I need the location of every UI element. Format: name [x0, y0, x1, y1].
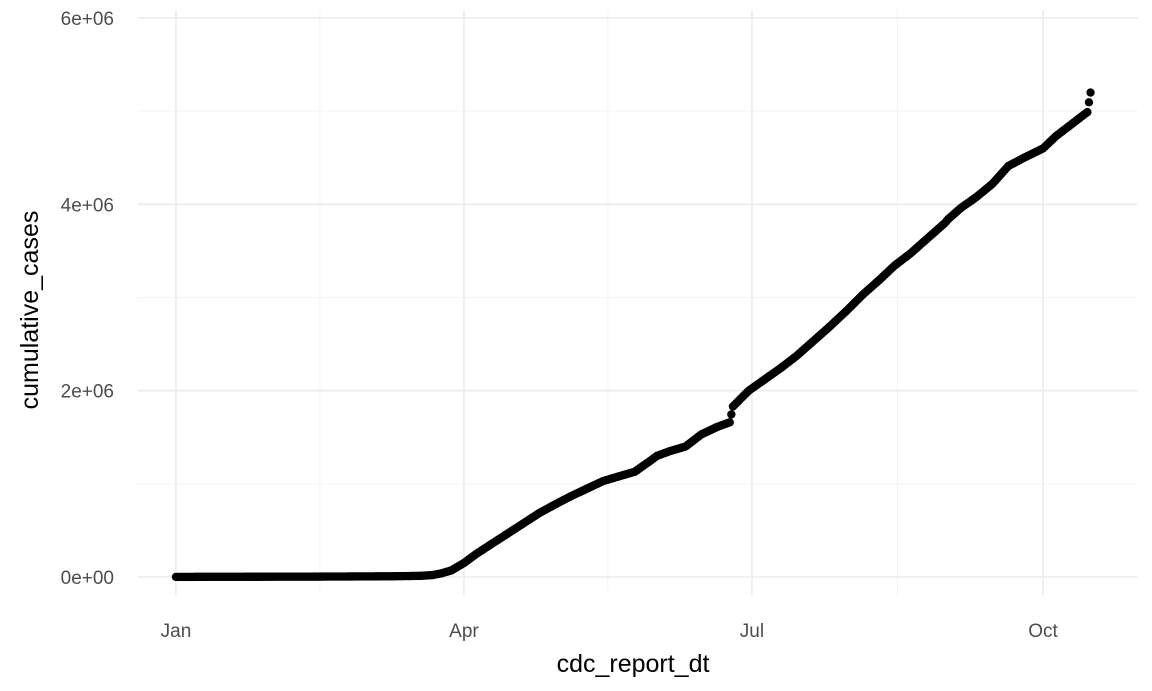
major-gridlines — [138, 10, 1138, 595]
x-tick-labels: Jan Apr Jul Oct — [161, 621, 1059, 642]
y-tick-label: 2e+06 — [61, 382, 114, 403]
y-tick-label: 4e+06 — [61, 195, 114, 216]
data-point — [727, 410, 736, 419]
data-point — [725, 418, 734, 427]
x-axis-title: cdc_report_dt — [557, 650, 710, 678]
y-axis-title: cumulative_cases — [16, 211, 44, 410]
x-tick-label: Jul — [740, 621, 764, 642]
x-tick-label: Jan — [161, 621, 192, 642]
data-point — [1083, 107, 1092, 117]
x-tick-label: Apr — [449, 621, 479, 642]
data-point — [1086, 88, 1095, 97]
y-tick-labels: 0e+00 2e+06 4e+06 6e+06 — [61, 9, 114, 589]
y-tick-label: 0e+00 — [61, 568, 114, 589]
x-tick-label: Oct — [1028, 621, 1058, 642]
minor-gridlines — [138, 10, 1138, 595]
y-tick-label: 6e+06 — [61, 9, 114, 30]
data-points — [171, 88, 1095, 582]
data-point — [1084, 98, 1094, 107]
